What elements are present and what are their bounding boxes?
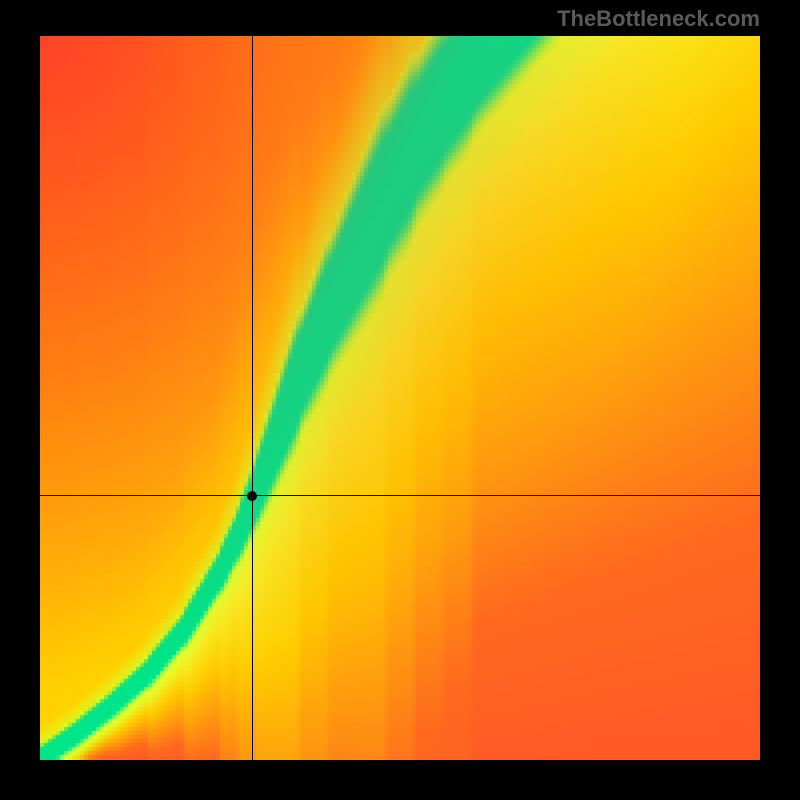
crosshair-marker [247, 491, 257, 501]
crosshair-horizontal [40, 495, 760, 496]
heatmap-canvas [40, 36, 760, 760]
chart-container: TheBottleneck.com [0, 0, 800, 800]
plot-area [40, 36, 760, 760]
watermark-text: TheBottleneck.com [557, 6, 760, 32]
crosshair-vertical [252, 36, 253, 760]
